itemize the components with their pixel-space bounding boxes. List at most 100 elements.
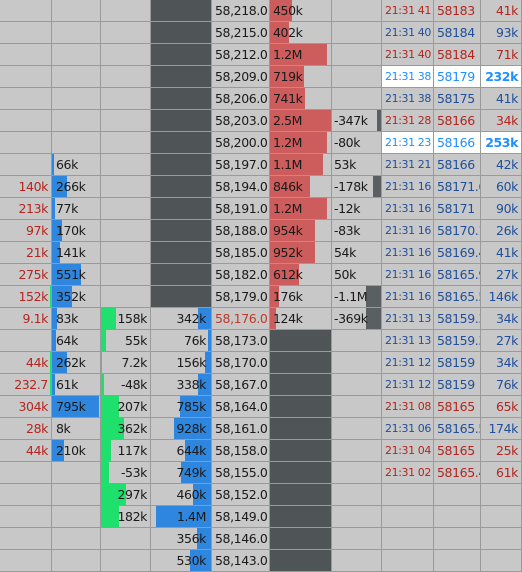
- ladder-row[interactable]: 44k 262k 7.2k 156k 58,170.0 21:31 12 58159 34k: [0, 352, 522, 374]
- bid-total-cell: [52, 0, 101, 22]
- ask-delta-value: 50k: [334, 267, 356, 282]
- ask-delta-cell: [332, 484, 382, 506]
- bid-delta-cell: [0, 88, 52, 110]
- ladder-row[interactable]: 58,209.0 719k 21:31 38 58179 232k: [0, 66, 522, 88]
- bid-total-cell: 795k: [52, 396, 101, 418]
- green-cell: 158k: [101, 308, 151, 330]
- bid-delta-value: 232.7: [14, 377, 48, 392]
- ladder-row[interactable]: 530k 58,143.0: [0, 550, 522, 572]
- green-cell: 7.2k: [101, 352, 151, 374]
- ladder-row[interactable]: 58,200.0 1.2M -80k 21:31 23 58166 253k: [0, 132, 522, 154]
- bid-total-value: 551k: [56, 267, 86, 282]
- bid-delta-cell: 9.1k: [0, 308, 52, 330]
- ladder-row[interactable]: 21k 141k 58,185.0 952k 54k 21:31 16 58169.4 41k: [0, 242, 522, 264]
- bid-total-cell: 61k: [52, 374, 101, 396]
- ladder-row[interactable]: 213k 77k 58,191.0 1.2M -12k 21:31 16 58171 90k: [0, 198, 522, 220]
- bid-total-cell: [52, 462, 101, 484]
- ask-delta-cell: [332, 550, 382, 572]
- ladder-row[interactable]: 232.7 61k -48k 338k 58,167.0 21:31 12 58159 76k: [0, 374, 522, 396]
- ladder-row[interactable]: 356k 58,146.0: [0, 528, 522, 550]
- ladder-row[interactable]: 275k 551k 58,182.0 612k 50k 21:31 16 58165.9 27…: [0, 264, 522, 286]
- tape-price-cell: 58165.5: [434, 286, 481, 308]
- bid-delta-value: 213k: [18, 201, 49, 216]
- green-value: -48k: [120, 377, 147, 392]
- ask-delta-cell: -12k: [332, 198, 382, 220]
- price-cell: 58,215.0: [212, 22, 270, 44]
- tape-price-cell: 58179: [434, 66, 481, 88]
- ask-size-cell: [270, 484, 332, 506]
- ladder-row[interactable]: 182k 1.4M 58,149.0: [0, 506, 522, 528]
- ask-delta-cell: [332, 440, 382, 462]
- green-cell: -53k: [101, 462, 151, 484]
- bid-size-cell: [151, 44, 212, 66]
- tape-price-cell: 58165.4: [434, 462, 481, 484]
- price-cell: 58,176.0: [212, 308, 270, 330]
- bid-total-bar: [52, 396, 99, 417]
- price-cell: 58,143.0: [212, 550, 270, 572]
- tape-time-cell: [382, 550, 434, 572]
- ladder-row[interactable]: 58,212.0 1.2M 21:31 40 58184 71k: [0, 44, 522, 66]
- green-cell: [101, 176, 151, 198]
- bid-total-bar: [52, 220, 62, 241]
- bid-total-cell: 8k: [52, 418, 101, 440]
- tape-time-cell: 21:31 08: [382, 396, 434, 418]
- ladder-row[interactable]: 297k 460k 58,152.0: [0, 484, 522, 506]
- tape-time: 21:31 12: [385, 356, 431, 369]
- ladder-row[interactable]: 64k 55k 76k 58,173.0 21:31 13 58159.3 27k: [0, 330, 522, 352]
- tape-price: 58171: [437, 201, 475, 216]
- green-cell: [101, 550, 151, 572]
- ladder-row[interactable]: 58,218.0 450k 21:31 41 58183 41k: [0, 0, 522, 22]
- bid-total-cell: 66k: [52, 154, 101, 176]
- green-bar: [101, 484, 126, 505]
- tape-size-cell: 41k: [481, 88, 522, 110]
- ladder-row[interactable]: 58,215.0 402k 21:31 40 58184 93k: [0, 22, 522, 44]
- green-cell: 117k: [101, 440, 151, 462]
- ladder-row[interactable]: 58,203.0 2.5M -347k 21:31 28 58166 34k: [0, 110, 522, 132]
- tape-price-cell: [434, 484, 481, 506]
- bid-total-value: 8k: [56, 421, 71, 436]
- tape-price-cell: 58170.1: [434, 220, 481, 242]
- ladder-row[interactable]: 28k 8k 362k 928k 58,161.0 21:31 06 58165.5 174k: [0, 418, 522, 440]
- ladder-row[interactable]: 66k 58,197.0 1.1M 53k 21:31 21 58166 42k: [0, 154, 522, 176]
- bid-total-value: 170k: [56, 223, 86, 238]
- bid-size-cell: 749k: [151, 462, 212, 484]
- bid-size-bar: [185, 440, 211, 461]
- tape-price-cell: 58175: [434, 88, 481, 110]
- ask-size-cell: 1.1M: [270, 154, 332, 176]
- ladder-row[interactable]: 58,206.0 741k 21:31 38 58175 41k: [0, 88, 522, 110]
- ladder-row[interactable]: 97k 170k 58,188.0 954k -83k 21:31 16 58170.1 26…: [0, 220, 522, 242]
- bid-total-cell: 266k: [52, 176, 101, 198]
- ladder-row[interactable]: 152k 352k 58,179.0 176k -1.1M 21:31 16 58165.5…: [0, 286, 522, 308]
- price-value: 58,182.0: [215, 267, 268, 282]
- tape-time-cell: 21:31 40: [382, 44, 434, 66]
- ladder-row[interactable]: 140k 266k 58,194.0 846k -178k 21:31 16 58171. 6…: [0, 176, 522, 198]
- tape-time-cell: 21:31 38: [382, 88, 434, 110]
- ladder-row[interactable]: 9.1k 83k 158k 342k 58,176.0 124k -369k 21:31 13…: [0, 308, 522, 330]
- ask-size-cell: [270, 440, 332, 462]
- tape-price: 58179: [437, 69, 475, 84]
- tape-size: 65k: [496, 399, 518, 414]
- green-bar: [101, 352, 102, 373]
- tape-size: 71k: [496, 47, 518, 62]
- bid-size-cell: [151, 0, 212, 22]
- green-value: 362k: [117, 421, 148, 436]
- ladder-row[interactable]: 304k 795k 207k 785k 58,164.0 21:31 08 58165 65k: [0, 396, 522, 418]
- price-value: 58,143.0: [215, 553, 268, 568]
- price-cell: 58,152.0: [212, 484, 270, 506]
- price-value: 58,173.0: [215, 333, 268, 348]
- ladder-row[interactable]: -53k 749k 58,155.0 21:31 02 58165.4 61k: [0, 462, 522, 484]
- ask-delta-cell: -80k: [332, 132, 382, 154]
- ask-size-bar: [270, 110, 331, 131]
- ask-delta-cell: -1.1M: [332, 286, 382, 308]
- tape-time-cell: 21:31 16: [382, 264, 434, 286]
- tape-time-cell: 21:31 16: [382, 176, 434, 198]
- tape-size-cell: 61k: [481, 462, 522, 484]
- bid-size-cell: 530k: [151, 550, 212, 572]
- bid-size-value: 644k: [176, 443, 207, 458]
- tape-size: 34k: [496, 311, 518, 326]
- price-value: 58,209.0: [215, 69, 268, 84]
- bid-size-value: 928k: [176, 421, 207, 436]
- ask-size-cell: 124k: [270, 308, 332, 330]
- price-cell: 58,158.0: [212, 440, 270, 462]
- ladder-row[interactable]: 44k 210k 117k 644k 58,158.0 21:31 04 58165 25k: [0, 440, 522, 462]
